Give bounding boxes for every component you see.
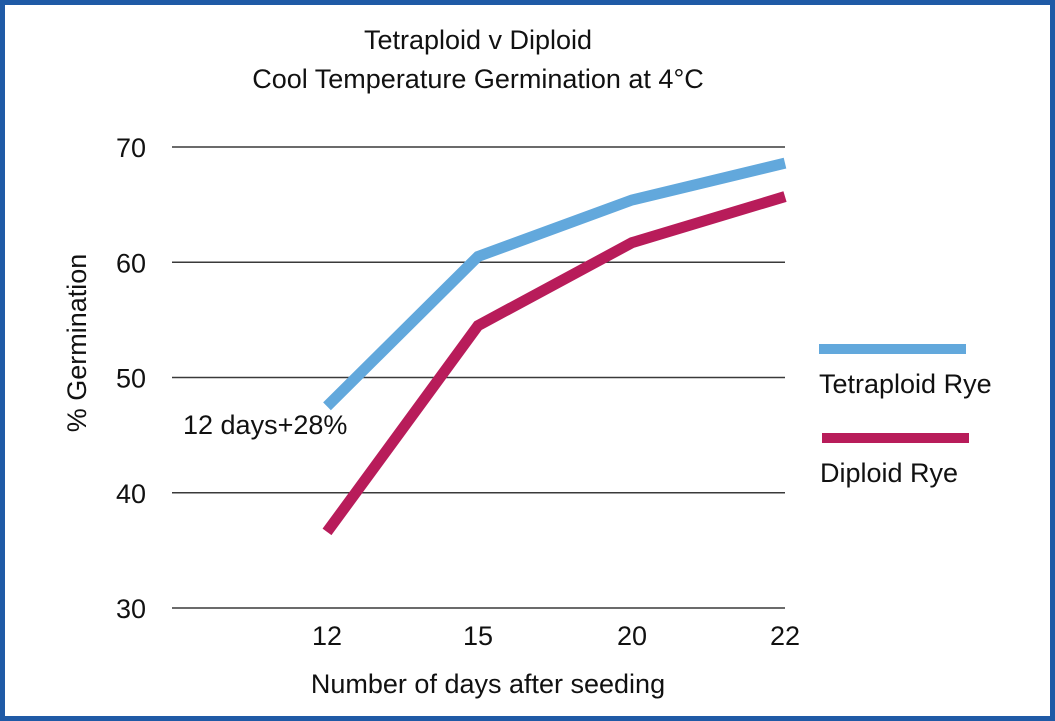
legend-label: Tetraploid Rye — [819, 369, 992, 399]
x-tick-label: 22 — [770, 621, 800, 651]
legend: Tetraploid Rye Diploid Rye — [819, 344, 992, 488]
y-tick-label: 50 — [116, 364, 146, 394]
series-line-diploid — [322, 191, 787, 536]
x-tick-label: 20 — [617, 621, 647, 651]
chart-title: Tetraploid v Diploid — [364, 25, 592, 55]
y-axis-label: % Germination — [62, 254, 92, 433]
y-tick-label: 60 — [116, 248, 146, 278]
chart-subtitle: Cool Temperature Germination at 4°C — [252, 64, 704, 94]
x-axis-label: Number of days after seeding — [311, 669, 665, 699]
y-axis-ticks: 70 60 50 40 30 — [116, 133, 146, 624]
x-tick-label: 15 — [463, 621, 493, 651]
legend-label: Diploid Rye — [820, 458, 958, 488]
gridlines — [172, 146, 785, 609]
legend-swatch — [822, 433, 969, 443]
x-tick-label: 12 — [312, 621, 342, 651]
annotation-label: 12 days+28% — [183, 410, 347, 440]
y-tick-label: 40 — [116, 479, 146, 509]
legend-swatch — [819, 344, 966, 354]
series-lines — [322, 157, 787, 536]
annotations: 12 days+28% — [183, 410, 347, 440]
series-line-tetraploid — [323, 157, 787, 411]
y-tick-label: 70 — [116, 133, 146, 163]
x-axis-ticks: 12 15 20 22 — [312, 621, 800, 651]
y-tick-label: 30 — [116, 594, 146, 624]
